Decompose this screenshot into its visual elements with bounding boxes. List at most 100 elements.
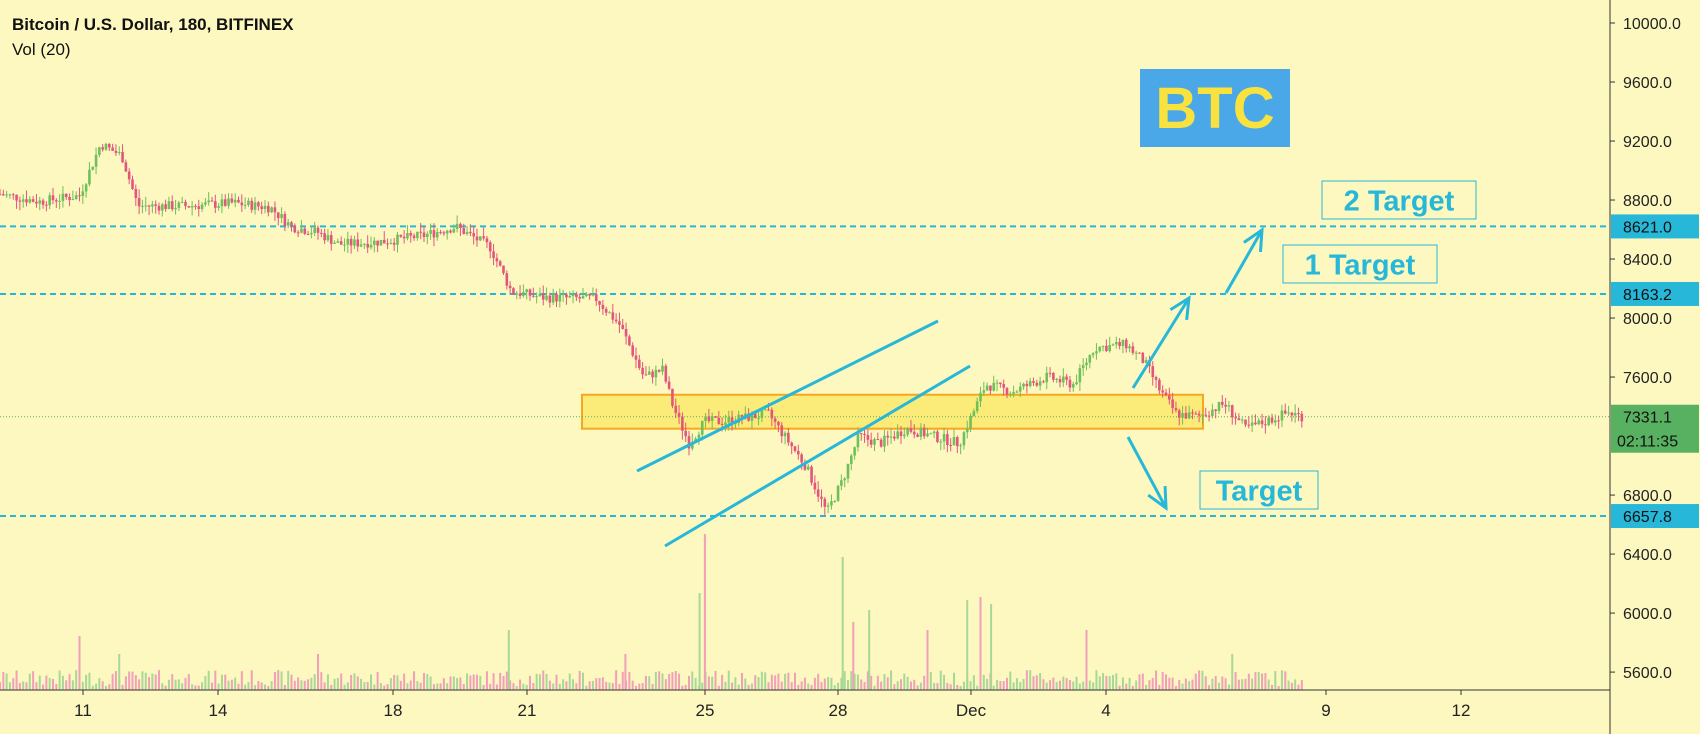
candle-body — [402, 236, 406, 239]
candle-body — [853, 447, 856, 456]
volume-bar — [1274, 671, 1277, 690]
candle-body — [349, 238, 353, 246]
candle-body — [1187, 412, 1191, 419]
candle-body — [187, 206, 191, 208]
candle-body — [1240, 419, 1244, 421]
volume-bar — [254, 685, 257, 690]
volume-bar — [151, 673, 154, 690]
candle-body — [965, 428, 969, 433]
candle-body — [78, 195, 81, 197]
volume-bar — [1108, 676, 1111, 690]
volume-spike — [507, 630, 510, 690]
x-tick-label: 4 — [1101, 701, 1110, 720]
candle-body — [157, 205, 161, 211]
volume-bar — [962, 681, 965, 690]
volume-bar — [479, 675, 482, 690]
candle-body — [369, 244, 373, 248]
candle-body — [664, 365, 668, 382]
volume-bar — [1178, 680, 1181, 690]
volume-bar — [167, 679, 170, 690]
candle-body — [1095, 351, 1098, 354]
target-down-label: Target — [1216, 475, 1303, 507]
chart-legend: Bitcoin / U.S. Dollar, 180, BITFINEX Vol… — [12, 12, 294, 62]
candle-body — [1234, 417, 1237, 419]
y-tick-label: 6800.0 — [1623, 488, 1672, 505]
candle-body — [293, 225, 297, 233]
volume-bar — [22, 681, 25, 690]
volume-bar — [787, 672, 790, 690]
candle-body — [879, 439, 883, 447]
candle-body — [704, 416, 707, 422]
volume-bar — [1088, 680, 1091, 690]
volume-bar — [1161, 672, 1164, 690]
candle-body — [750, 413, 754, 421]
volume-bar — [38, 675, 41, 690]
volume-bar — [741, 672, 743, 690]
candle-body — [896, 431, 899, 439]
candle-body — [979, 392, 982, 402]
volume-bar — [1012, 682, 1015, 690]
candle-body — [151, 204, 154, 207]
candle-body — [614, 319, 618, 322]
candle-body — [780, 425, 784, 437]
arrow-up-2 — [1224, 229, 1264, 294]
candle-body — [909, 428, 913, 432]
volume-bar — [68, 674, 71, 690]
candle-body — [237, 199, 240, 203]
volume-bar — [1145, 684, 1148, 690]
candle-body — [1280, 410, 1284, 421]
volume-bar — [426, 673, 429, 690]
volume-bar — [608, 682, 611, 690]
volume-bar — [810, 685, 813, 690]
candle-body — [730, 417, 734, 425]
volume-spike — [78, 636, 81, 690]
volume-bar — [1300, 680, 1303, 690]
candle-body — [1184, 413, 1188, 419]
candle-body — [1174, 408, 1178, 411]
level-badge-label: 6657.8 — [1623, 509, 1672, 526]
candle-body — [512, 288, 515, 294]
volume-bar — [214, 670, 217, 690]
candle-body — [336, 241, 340, 243]
candle-body — [1221, 401, 1224, 405]
candle-body — [389, 242, 393, 244]
candle-body — [51, 195, 55, 201]
volume-bar — [1158, 684, 1161, 690]
candle-body — [568, 296, 572, 298]
y-tick-label: 9200.0 — [1623, 134, 1672, 151]
candle-body — [184, 201, 187, 207]
volume-bar — [1188, 681, 1191, 690]
volume-bar — [1261, 673, 1264, 690]
candle-body — [124, 162, 128, 172]
volume-bar — [1072, 681, 1075, 690]
candle-body — [926, 433, 929, 437]
volume-bar — [837, 682, 840, 690]
candle-body — [1154, 377, 1158, 380]
candle-body — [276, 212, 280, 219]
candle-body — [697, 434, 701, 439]
candle-body — [876, 439, 880, 441]
volume-bar — [2, 671, 5, 690]
volume-bar — [903, 673, 906, 690]
volume-bar — [542, 670, 545, 690]
candle-body — [263, 205, 267, 210]
volume-bar — [1201, 670, 1204, 690]
candle-body — [230, 198, 234, 203]
candle-body — [747, 413, 750, 421]
candle-body — [64, 193, 68, 198]
volume-bar — [863, 682, 866, 690]
volume-bar — [747, 684, 750, 690]
volume-bar — [267, 685, 270, 690]
candle-body — [830, 501, 833, 506]
candle-body — [1270, 417, 1274, 423]
candle-body — [214, 201, 217, 208]
volume-bar — [15, 670, 18, 690]
candle-body — [1168, 395, 1171, 400]
volume-bar — [439, 683, 442, 690]
candle-body — [104, 143, 108, 150]
volume-bar — [959, 685, 962, 690]
volume-bar — [1039, 673, 1042, 690]
candle-body — [608, 312, 611, 314]
candle-body — [8, 194, 12, 196]
